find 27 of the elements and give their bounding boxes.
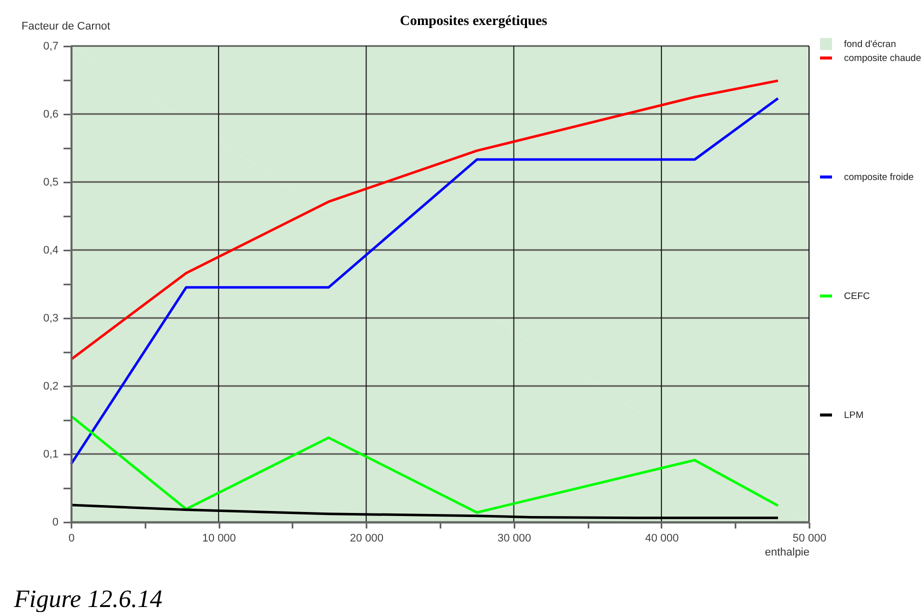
legend-label: LPM: [844, 410, 864, 421]
y-tick-label: 0: [52, 516, 58, 528]
x-tick-label: 0: [68, 532, 75, 544]
x-tick-label: 30 000: [497, 532, 532, 544]
caption: Figure 12.6.14: [13, 586, 162, 613]
x-tick-label: 40 000: [645, 532, 679, 544]
line-series: [70, 79, 780, 361]
y-tick-label: 0,7: [43, 40, 58, 52]
x-tick-label: 50 000: [792, 532, 826, 544]
x-tick-label: 10 000: [202, 532, 236, 544]
x-axis-title: enthalpie: [764, 546, 810, 558]
y-axis-title: Facteur de Carnot: [22, 20, 110, 32]
y-tick-label: 0,1: [43, 448, 58, 460]
y-tick-label: 0,4: [43, 244, 58, 256]
y-tick-label: 0,5: [43, 176, 58, 188]
legend-label: CEFC: [844, 291, 870, 302]
line-series: [70, 504, 780, 520]
y-tick-label: 0,3: [43, 312, 58, 324]
legend-label: composite chaude: [844, 53, 922, 64]
line-series: [70, 97, 780, 466]
line-series: [70, 414, 780, 514]
y-tick-label: 0,6: [43, 108, 58, 120]
chart-title: Composites exergétiques: [400, 14, 548, 29]
legend-label: composite froide: [844, 172, 914, 183]
x-tick-label: 20 000: [350, 532, 384, 544]
y-tick-label: 0,2: [43, 380, 58, 392]
legend-label: fond d'écran: [844, 39, 896, 50]
